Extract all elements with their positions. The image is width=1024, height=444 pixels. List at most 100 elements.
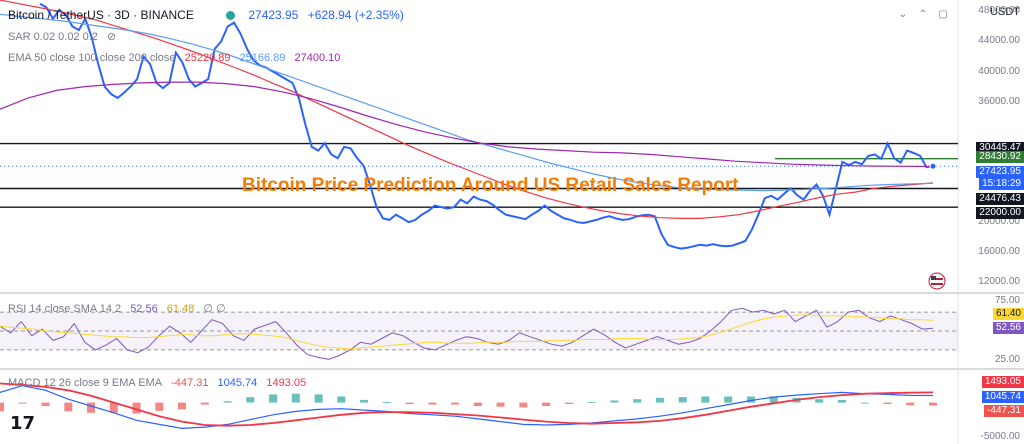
rsi-line-sma [0,314,934,350]
macd-hist-bar [200,402,209,405]
macd-hist-bar [678,397,687,403]
ema-legend[interactable]: EMA 50 close 100 close 200 close 25220.8… [8,52,346,64]
macd-hist-bar [41,402,50,406]
rsi-tick-25: 25.00 [994,354,1020,365]
price-level-pill: 28430.92 [976,151,1024,163]
price-level-pill: 15:18:29 [979,178,1024,190]
symbol-label: Bitcoin / TetherUS · 3D · BINANCE [8,8,194,22]
macd-hist-bar [291,393,300,403]
macd-hist-pill: -447.31 [984,405,1024,417]
overlay-title: Bitcoin Price Prediction Around US Retai… [242,175,739,196]
last-price: 27423.95 [248,8,299,22]
price-tick-label: 48000.00 [978,5,1020,17]
macd-hist-bar [473,402,482,406]
tradingview-logo[interactable]: 𝟭𝟳 [10,413,36,433]
series-line-ema-50 [0,0,934,219]
series-line-bitcoin-tetherus [39,2,934,250]
ema200-value: 27400.10 [294,52,341,64]
macd-hist-bar [155,402,164,411]
us-flag-stripe [931,283,943,285]
macd-hist-bar [223,401,232,403]
macd-hist-bar [178,402,186,410]
macd-hist-bar [747,396,755,403]
rsi-line-rsi [0,307,934,360]
macd-hist-bar [496,402,505,407]
macd-hist-bar [838,399,846,403]
macd-hist-bar [769,396,778,403]
macd-hist-bar [360,399,369,403]
macd-hist-bar [382,401,391,403]
symbol-title[interactable]: Bitcoin / TetherUS · 3D · BINANCE [8,8,200,22]
price-tick-label: 20000.00 [978,216,1020,228]
currency-selector[interactable]: USDT [990,6,1020,18]
last-price-marker [929,162,937,170]
rsi-tick-75: 75.00 [994,295,1020,306]
eye-off-icon[interactable]: ⊘ [106,31,117,43]
us-flag-icon [928,272,946,290]
price-level-pill: 27423.95 [976,166,1024,178]
rsi-label: RSI 14 close SMA 14 2 [8,303,122,315]
macd-hist-bar [64,402,73,412]
series-line-ema-100 [0,13,934,192]
macd-hist-bar [542,402,551,406]
price-tick-label: 44000.00 [978,35,1020,47]
sar-legend[interactable]: SAR 0.02 0.02 0.2 ⊘ [8,30,122,43]
status-dot-icon [226,11,235,20]
macd-hist-bar [451,402,460,405]
us-flag-canton [931,276,936,280]
macd-hist-bar [314,394,323,403]
macd-hist-bar [269,394,278,403]
macd-line-signal [0,382,934,427]
maximize-icon[interactable]: ▢ [938,9,948,20]
rsi-value: 52.56 [130,303,158,315]
price-level-pill: 24476.43 [976,193,1024,205]
macd-hist-bar [132,402,141,414]
macd-label: MACD 12 26 close 9 EMA EMA [8,377,163,389]
macd-hist-bar [587,401,596,403]
macd-hist-bar [519,402,528,408]
price-tick-label: 16000.00 [978,246,1020,258]
price-readout: 27423.95 +628.94 (+2.35%) [226,8,410,22]
macd-hist-bar [610,400,619,403]
macd-hist-bar [633,399,642,403]
rsi-extra-icon: ∅ ∅ [203,303,226,315]
sar-label: SAR 0.02 0.02 0.2 [8,31,98,43]
ema100-value: 25166.89 [239,52,286,64]
macd-legend[interactable]: MACD 12 26 close 9 EMA EMA -447.31 1045.… [8,377,312,389]
macd-signal-pill: 1493.05 [981,376,1024,388]
chevron-up-icon[interactable]: ⌃ [918,9,928,20]
macd-hist-bar [906,402,915,406]
macd-hist-bar [428,402,437,405]
macd-hist-bar [655,397,664,403]
price-change: +628.94 (+2.35%) [307,8,404,22]
macd-hist-bar [0,402,4,412]
macd-hist-bar [109,402,118,413]
macd-hist-bar [564,402,573,404]
macd-hist-bar [337,396,346,403]
rsi-pill: 52.56 [992,322,1024,334]
price-level-pill: 22000.00 [976,207,1024,219]
ema50-value: 25220.89 [184,52,231,64]
macd-hist-bar [246,397,255,403]
macd-tick: -5000.00 [980,431,1020,442]
price-tick-label: 40000.00 [978,65,1020,77]
rsi-legend[interactable]: RSI 14 close SMA 14 2 52.56 61.48 ∅ ∅ [8,302,232,315]
macd-hist-bar [860,402,869,404]
macd-hist-bar [929,402,937,406]
macd-line-macd [0,384,934,430]
rsi-sma-value: 61.48 [166,303,195,315]
us-flag-stripe [931,278,943,280]
macd-hist-value: -447.31 [171,377,209,389]
macd-hist-bar [883,402,892,404]
price-tick-label: 12000.00 [978,276,1020,288]
ema-label: EMA 50 close 100 close 200 close [8,52,176,64]
macd-hist-bar [701,396,710,403]
macd-hist-bar [87,402,95,413]
chevron-down-icon[interactable]: ⌄ [898,9,908,20]
macd-hist-bar [18,402,27,404]
macd-hist-bar [405,402,414,404]
macd-value: 1045.74 [217,377,258,389]
macd-hist-bar [815,399,824,403]
series-line-ema-200 [0,81,934,168]
